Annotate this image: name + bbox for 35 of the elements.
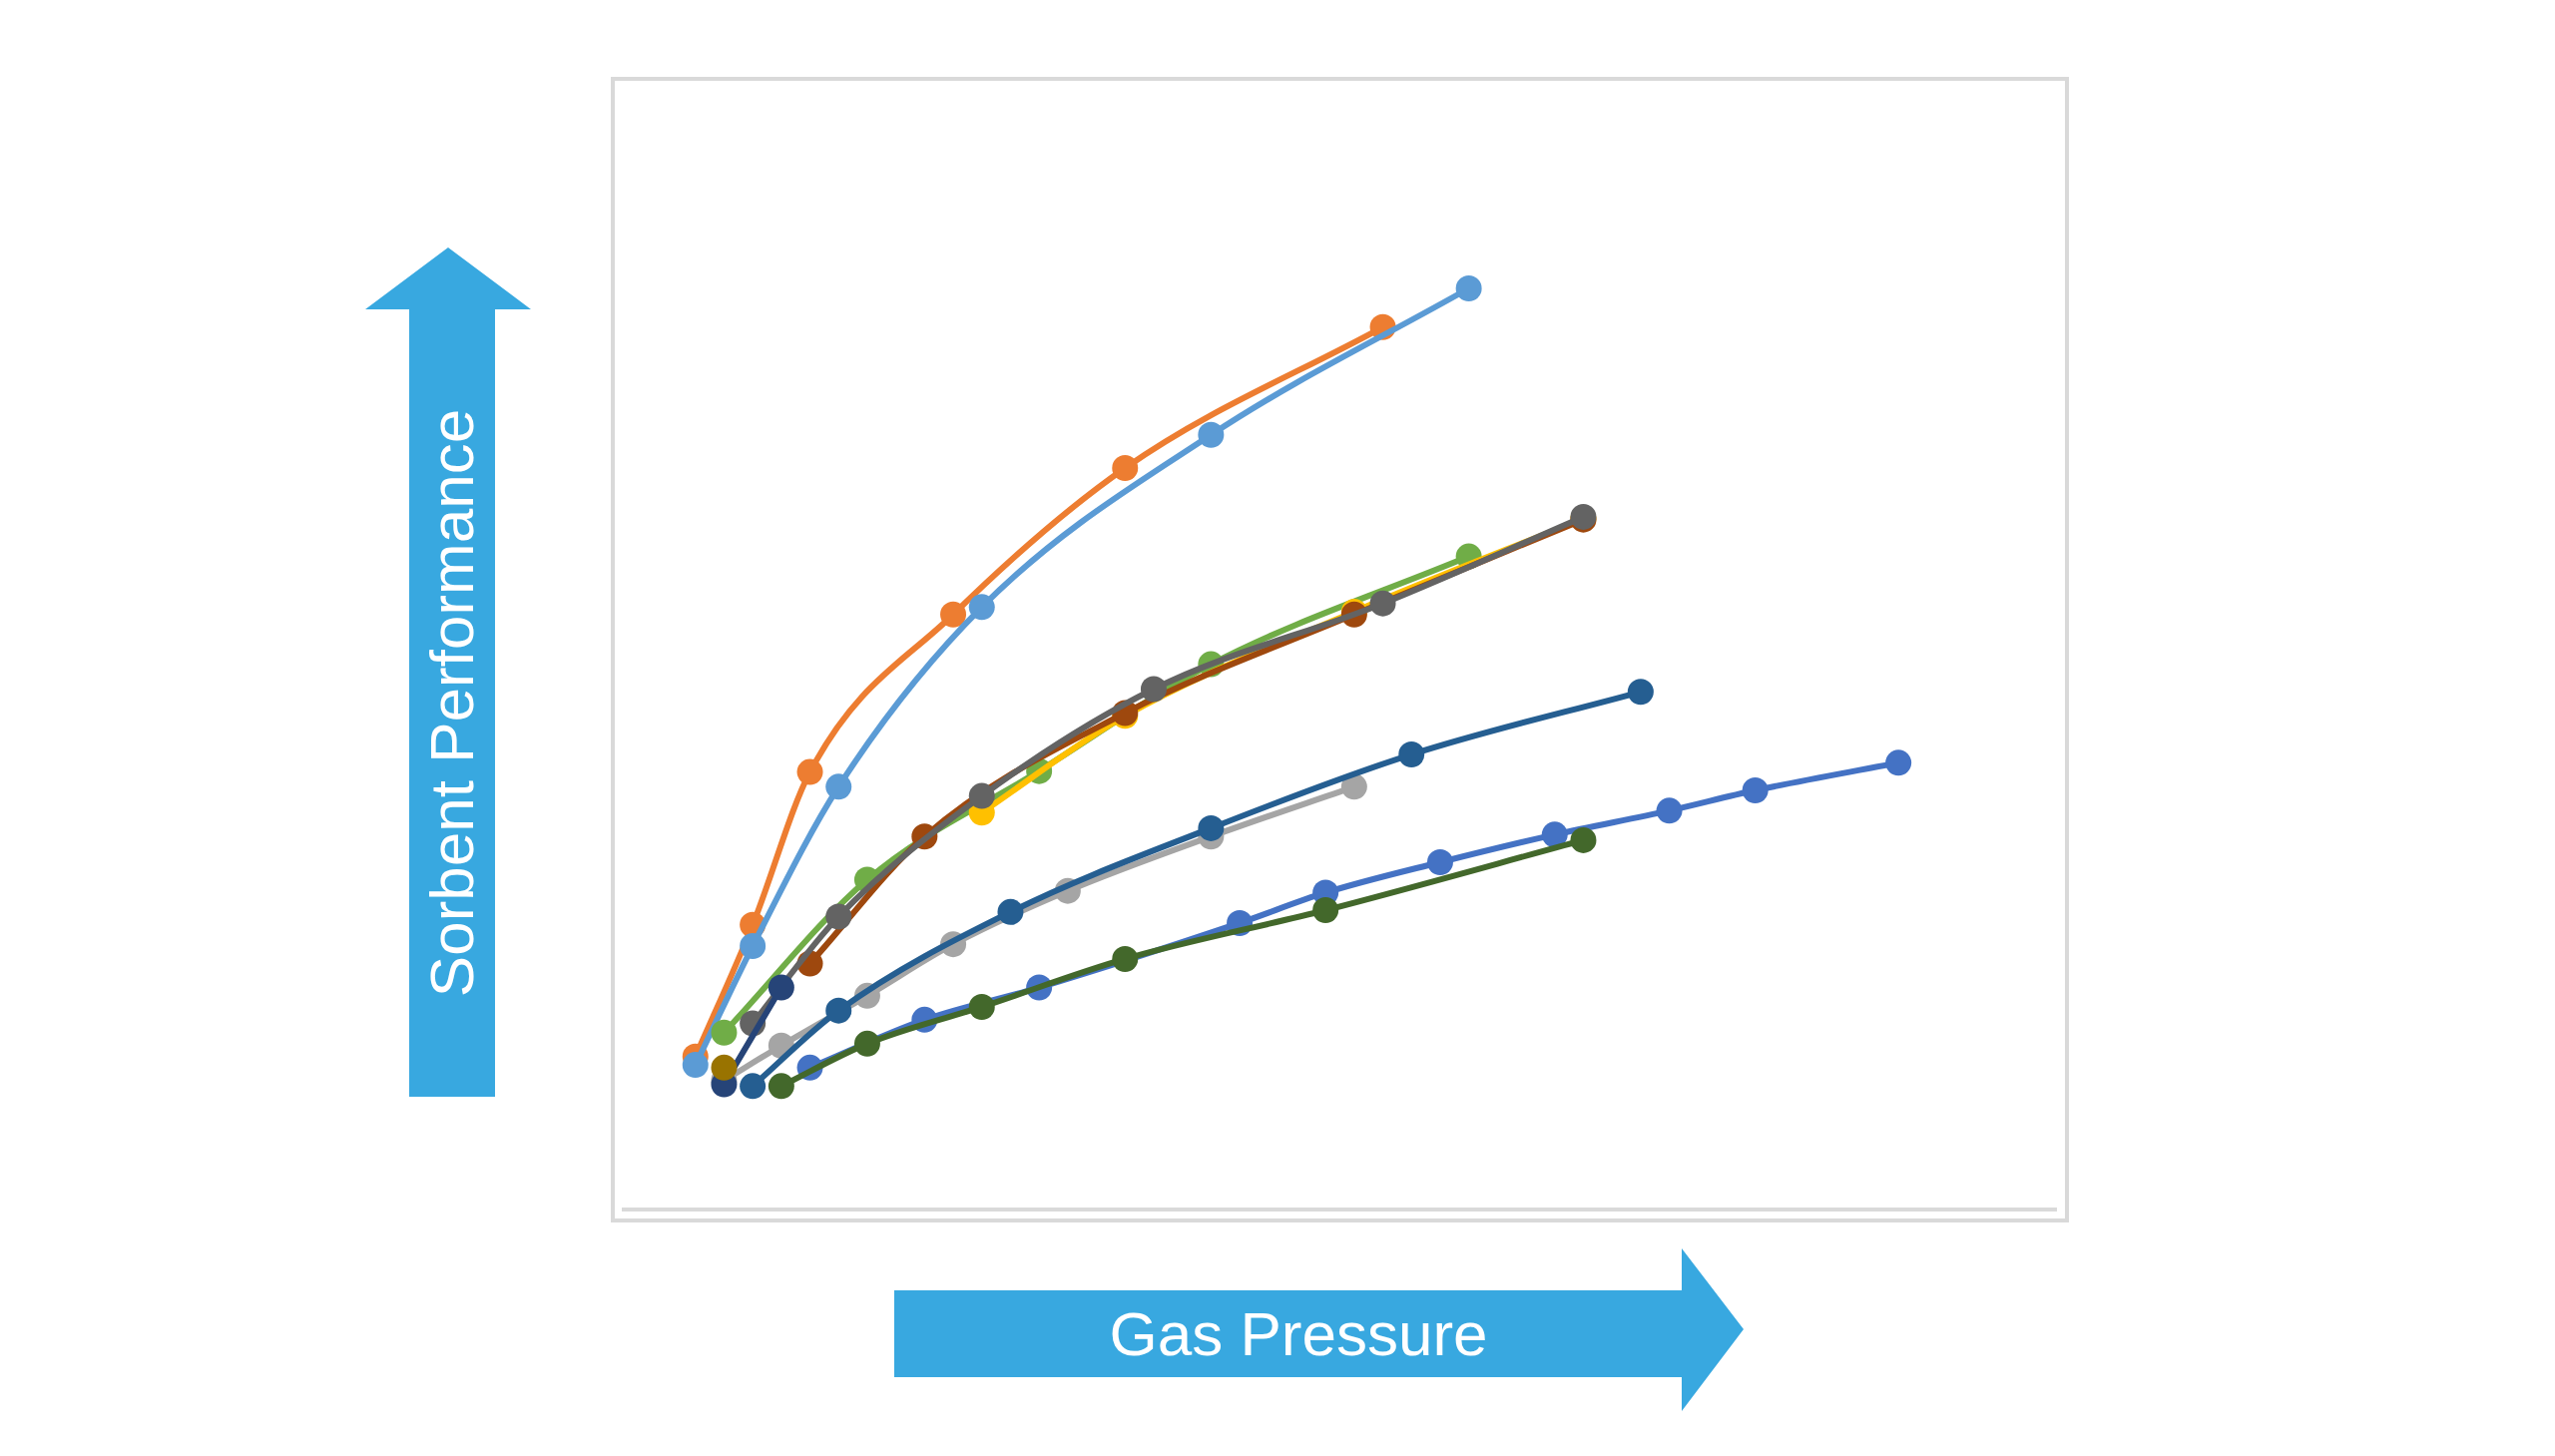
point xyxy=(1656,797,1683,824)
point xyxy=(1885,749,1912,776)
point xyxy=(767,974,794,1001)
point xyxy=(1570,826,1597,853)
point xyxy=(825,773,852,800)
point xyxy=(711,1019,738,1046)
point xyxy=(997,898,1024,925)
point xyxy=(968,782,995,809)
point xyxy=(1112,945,1139,972)
point xyxy=(1398,741,1425,768)
y-axis-title: Sorbent Performance xyxy=(416,408,488,998)
point xyxy=(740,1073,766,1100)
point xyxy=(1455,275,1482,301)
point xyxy=(968,594,995,621)
point xyxy=(740,933,766,960)
point xyxy=(1369,590,1396,617)
x-axis-title: Gas Pressure xyxy=(1108,1298,1489,1370)
point xyxy=(1426,849,1453,876)
point xyxy=(1112,454,1139,481)
point xyxy=(1627,679,1654,706)
point xyxy=(825,997,852,1024)
point xyxy=(853,1030,880,1057)
point xyxy=(711,1054,738,1081)
point xyxy=(1198,814,1225,841)
point xyxy=(940,601,967,628)
point xyxy=(796,758,823,785)
point xyxy=(1198,421,1225,448)
point xyxy=(682,1052,709,1079)
point xyxy=(1312,897,1339,924)
point xyxy=(767,1073,794,1100)
point xyxy=(1742,777,1769,804)
point xyxy=(1140,676,1167,703)
point xyxy=(1541,821,1568,848)
point xyxy=(968,993,995,1020)
point xyxy=(825,903,852,930)
